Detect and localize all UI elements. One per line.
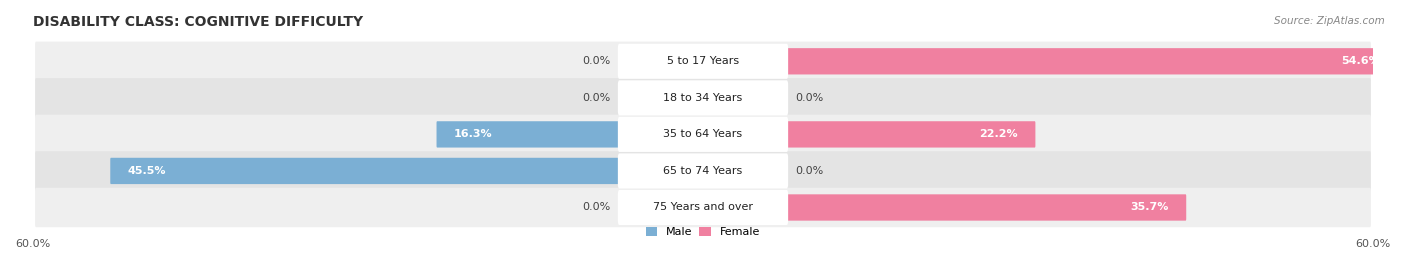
Text: 22.2%: 22.2% xyxy=(980,129,1018,139)
Text: 0.0%: 0.0% xyxy=(796,93,824,103)
FancyBboxPatch shape xyxy=(617,80,789,115)
FancyBboxPatch shape xyxy=(436,121,620,148)
FancyBboxPatch shape xyxy=(110,158,620,184)
FancyBboxPatch shape xyxy=(35,115,1371,154)
Text: 65 to 74 Years: 65 to 74 Years xyxy=(664,166,742,176)
Text: 54.6%: 54.6% xyxy=(1341,56,1381,66)
FancyBboxPatch shape xyxy=(35,151,1371,191)
Text: 35 to 64 Years: 35 to 64 Years xyxy=(664,129,742,139)
FancyBboxPatch shape xyxy=(786,194,1187,221)
Text: 0.0%: 0.0% xyxy=(582,203,610,213)
FancyBboxPatch shape xyxy=(786,48,1398,75)
FancyBboxPatch shape xyxy=(617,153,789,189)
FancyBboxPatch shape xyxy=(35,42,1371,81)
Text: 45.5%: 45.5% xyxy=(128,166,166,176)
Text: 5 to 17 Years: 5 to 17 Years xyxy=(666,56,740,66)
Legend: Male, Female: Male, Female xyxy=(647,227,759,237)
Text: Source: ZipAtlas.com: Source: ZipAtlas.com xyxy=(1274,16,1385,26)
Text: 75 Years and over: 75 Years and over xyxy=(652,203,754,213)
FancyBboxPatch shape xyxy=(35,188,1371,227)
FancyBboxPatch shape xyxy=(786,121,1035,148)
Text: 0.0%: 0.0% xyxy=(582,56,610,66)
Text: 18 to 34 Years: 18 to 34 Years xyxy=(664,93,742,103)
Text: 0.0%: 0.0% xyxy=(582,93,610,103)
FancyBboxPatch shape xyxy=(617,117,789,152)
FancyBboxPatch shape xyxy=(617,44,789,79)
Text: 0.0%: 0.0% xyxy=(796,166,824,176)
Text: 16.3%: 16.3% xyxy=(454,129,492,139)
Text: DISABILITY CLASS: COGNITIVE DIFFICULTY: DISABILITY CLASS: COGNITIVE DIFFICULTY xyxy=(32,15,363,29)
FancyBboxPatch shape xyxy=(35,78,1371,118)
FancyBboxPatch shape xyxy=(617,190,789,225)
Text: 35.7%: 35.7% xyxy=(1130,203,1168,213)
